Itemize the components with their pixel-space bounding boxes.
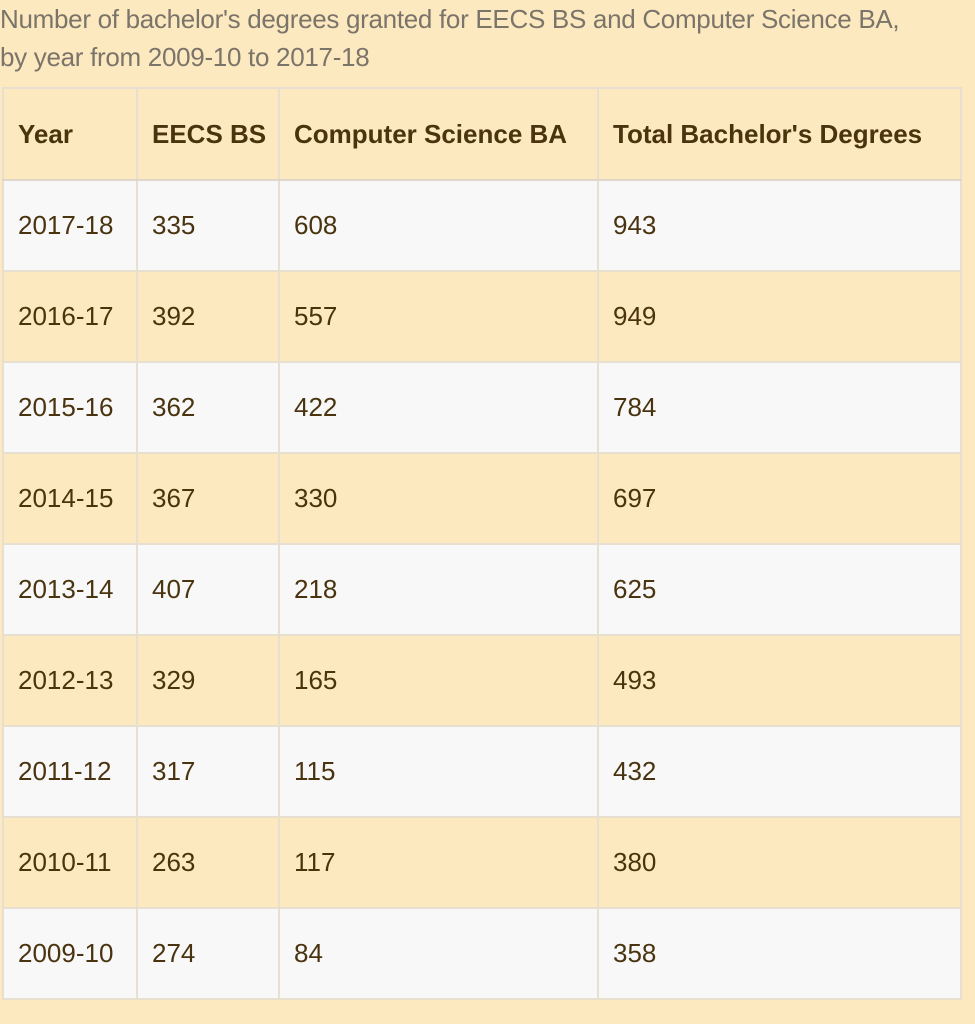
cell-year: 2010-11 xyxy=(2,816,138,909)
cell-eecs-bs: 329 xyxy=(136,634,280,727)
cell-eecs-bs: 335 xyxy=(136,179,280,272)
cell-cs-ba: 115 xyxy=(278,725,599,818)
cell-eecs-bs: 362 xyxy=(136,361,280,454)
cell-year: 2014-15 xyxy=(2,452,138,545)
table-caption: Number of bachelor's degrees granted for… xyxy=(0,0,965,76)
cell-eecs-bs: 367 xyxy=(136,452,280,545)
cell-cs-ba: 422 xyxy=(278,361,599,454)
degrees-table: Year EECS BS Computer Science BA Total B… xyxy=(2,87,962,1000)
cell-eecs-bs: 317 xyxy=(136,725,280,818)
cell-total: 493 xyxy=(597,634,962,727)
cell-cs-ba: 330 xyxy=(278,452,599,545)
cell-year: 2012-13 xyxy=(2,634,138,727)
table-row: 2009-10 274 84 358 xyxy=(2,907,962,1000)
cell-eecs-bs: 274 xyxy=(136,907,280,1000)
cell-total: 943 xyxy=(597,179,962,272)
cell-cs-ba: 557 xyxy=(278,270,599,363)
cell-total: 380 xyxy=(597,816,962,909)
cell-total: 784 xyxy=(597,361,962,454)
cell-cs-ba: 84 xyxy=(278,907,599,1000)
column-header-eecs-bs: EECS BS xyxy=(136,87,280,181)
cell-cs-ba: 608 xyxy=(278,179,599,272)
table-row: 2010-11 263 117 380 xyxy=(2,816,962,909)
cell-total: 432 xyxy=(597,725,962,818)
table-header-row: Year EECS BS Computer Science BA Total B… xyxy=(2,87,962,181)
table-row: 2014-15 367 330 697 xyxy=(2,452,962,545)
cell-year: 2009-10 xyxy=(2,907,138,1000)
cell-year: 2017-18 xyxy=(2,179,138,272)
cell-total: 697 xyxy=(597,452,962,545)
cell-eecs-bs: 407 xyxy=(136,543,280,636)
cell-year: 2015-16 xyxy=(2,361,138,454)
column-header-cs-ba: Computer Science BA xyxy=(278,87,599,181)
cell-year: 2013-14 xyxy=(2,543,138,636)
cell-cs-ba: 218 xyxy=(278,543,599,636)
table-row: 2013-14 407 218 625 xyxy=(2,543,962,636)
cell-eecs-bs: 263 xyxy=(136,816,280,909)
cell-year: 2016-17 xyxy=(2,270,138,363)
caption-line-2: by year from 2009-10 to 2017-18 xyxy=(0,42,370,72)
caption-line-1: Number of bachelor's degrees granted for… xyxy=(0,4,900,34)
table-row: 2016-17 392 557 949 xyxy=(2,270,962,363)
table-row: 2017-18 335 608 943 xyxy=(2,179,962,272)
cell-cs-ba: 165 xyxy=(278,634,599,727)
column-header-year: Year xyxy=(2,87,138,181)
column-header-total: Total Bachelor's Degrees xyxy=(597,87,962,181)
cell-eecs-bs: 392 xyxy=(136,270,280,363)
cell-total: 949 xyxy=(597,270,962,363)
cell-total: 358 xyxy=(597,907,962,1000)
cell-total: 625 xyxy=(597,543,962,636)
table-row: 2011-12 317 115 432 xyxy=(2,725,962,818)
table-row: 2015-16 362 422 784 xyxy=(2,361,962,454)
cell-year: 2011-12 xyxy=(2,725,138,818)
cell-cs-ba: 117 xyxy=(278,816,599,909)
table-row: 2012-13 329 165 493 xyxy=(2,634,962,727)
